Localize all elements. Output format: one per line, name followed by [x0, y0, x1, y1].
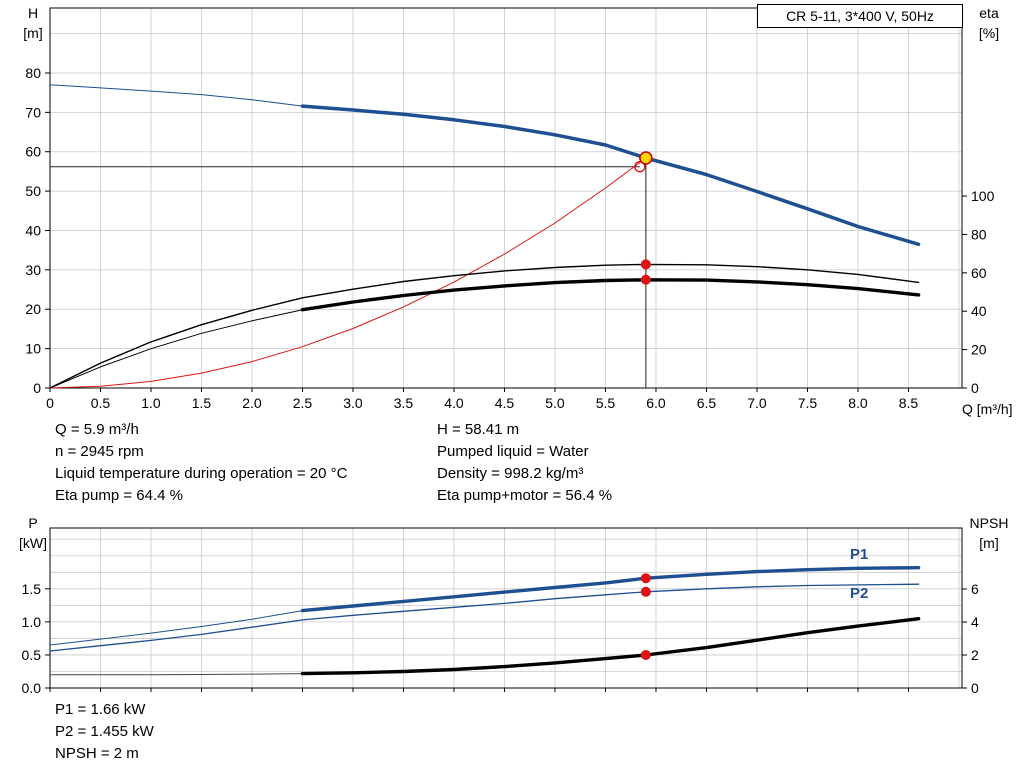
x-tick-label: 5.5: [596, 395, 616, 411]
power-axis-unit: [kW]: [19, 535, 47, 551]
y-tick-label-left: 1.5: [22, 581, 42, 597]
x-tick-label: 4.0: [444, 395, 464, 411]
duty-marker-dot: [640, 274, 651, 285]
head-axis-title: H [m]: [10, 3, 56, 43]
duty-marker-dot: [640, 586, 651, 597]
y-tick-label-right: 60: [971, 265, 987, 281]
eta-axis-unit: [%]: [978, 25, 1000, 41]
series-eta-pump-motor: [300, 278, 921, 312]
x-tick-label: 2.0: [242, 395, 262, 411]
x-tick-label: 4.5: [495, 395, 515, 411]
y-tick-label-right: 100: [971, 188, 995, 204]
y-tick-label-left: 0: [33, 380, 41, 396]
p1-curve-label: P1: [850, 546, 869, 563]
head-axis-unit: [m]: [23, 25, 43, 41]
info-block-bottom: P1 = 1.66 kW P2 = 1.455 kW NPSH = 2 m: [55, 699, 154, 765]
series-eta-pump: [49, 263, 920, 389]
y-tick-label-left: 80: [25, 65, 41, 81]
x-tick-label: 1.5: [192, 395, 212, 411]
x-tick-label: 6.0: [646, 395, 666, 411]
y-tick-label-right: 6: [971, 581, 979, 597]
power-axis-symbol: P: [28, 515, 38, 531]
y-tick-label-left: 50: [25, 183, 41, 199]
y-tick-label-left: 60: [25, 144, 41, 160]
npsh-axis-symbol: NPSH: [969, 515, 1009, 531]
info-p1: P1 = 1.66 kW: [55, 701, 146, 718]
head-axis-symbol: H: [27, 5, 39, 21]
y-tick-label-right: 4: [971, 614, 979, 630]
x-tick-label: 2.5: [293, 395, 313, 411]
y-tick-label-left: 30: [25, 262, 41, 278]
flow-axis-label: Q [m³/h]: [962, 401, 1013, 417]
eta-axis-symbol: eta: [979, 5, 999, 21]
duty-point-marker: [639, 151, 653, 165]
series-eta-pump-motor-thin: [49, 309, 303, 389]
p2-curve-label: P2: [850, 585, 869, 602]
x-tick-label: 0: [46, 395, 54, 411]
y-tick-label-left: 10: [25, 341, 41, 357]
series-npsh: [300, 617, 921, 676]
x-tick-label: 8.0: [848, 395, 868, 411]
y-tick-label-left: 40: [25, 222, 41, 238]
power-axis-title: P [kW]: [10, 513, 56, 553]
x-tick-label: 3.0: [343, 395, 363, 411]
info-flow: Q = 5.9 m³/h: [55, 421, 139, 438]
duty-marker-dot: [640, 259, 651, 270]
series-system-curve: [49, 157, 647, 389]
eta-axis-title: eta [%]: [964, 3, 1014, 43]
y-tick-label-left: 20: [25, 301, 41, 317]
y-tick-label-left: 0.0: [22, 680, 42, 696]
x-tick-label: 5.0: [545, 395, 565, 411]
y-tick-label-right: 20: [971, 342, 987, 358]
series-p1: [300, 566, 921, 613]
y-tick-label-right: 80: [971, 226, 987, 242]
info-speed: n = 2945 rpm: [55, 443, 144, 460]
x-tick-label: 7.5: [798, 395, 818, 411]
plot-border: [49, 7, 963, 389]
y-tick-label-right: 0: [971, 380, 979, 396]
series-head-curve-thin: [49, 84, 303, 107]
y-tick-label-left: 1.0: [22, 614, 42, 630]
npsh-axis-unit: [m]: [979, 535, 999, 551]
info-pumped-liquid: Pumped liquid = Water: [437, 443, 589, 460]
duty-marker-dot: [640, 650, 651, 661]
info-eta-total: Eta pump+motor = 56.4 %: [437, 487, 613, 504]
info-liquid-temp: Liquid temperature during operation = 20…: [55, 465, 348, 482]
duty-marker-dot: [640, 573, 651, 584]
y-tick-label-right: 0: [971, 680, 979, 696]
x-tick-label: 1.0: [141, 395, 161, 411]
series-p1-thin: [49, 610, 303, 646]
info-block-right: H = 58.41 m Pumped liquid = Water Densit…: [437, 419, 612, 507]
info-density: Density = 998.2 kg/m³: [437, 465, 584, 482]
x-tick-label: 0.5: [91, 395, 111, 411]
info-head: H = 58.41 m: [437, 421, 520, 438]
npsh-axis-title: NPSH [m]: [960, 513, 1018, 553]
x-tick-label: 6.5: [697, 395, 717, 411]
x-tick-label: 7.0: [747, 395, 767, 411]
y-tick-label-left: 0.5: [22, 647, 42, 663]
x-tick-label: 3.5: [394, 395, 414, 411]
info-block-left: Q = 5.9 m³/h n = 2945 rpm Liquid tempera…: [55, 419, 347, 507]
series-head-curve: [300, 104, 921, 247]
info-eta-pump: Eta pump = 64.4 %: [55, 487, 183, 504]
y-tick-label-right: 40: [971, 303, 987, 319]
series-npsh-thin: [49, 673, 303, 676]
x-tick-label: 8.5: [899, 395, 919, 411]
series-p2: [49, 583, 920, 652]
requested-duty-marker: [634, 160, 646, 173]
y-tick-label-left: 70: [25, 104, 41, 120]
pump-title-box: CR 5-11, 3*400 V, 50Hz: [757, 4, 963, 28]
plot-border: [49, 527, 963, 689]
info-p2: P2 = 1.455 kW: [55, 723, 154, 740]
y-tick-label-right: 2: [971, 647, 979, 663]
info-npsh: NPSH = 2 m: [55, 745, 139, 762]
